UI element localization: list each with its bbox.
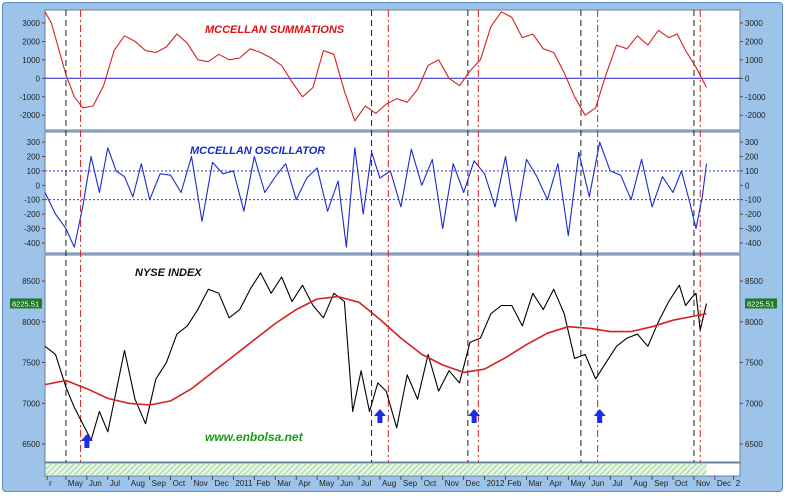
month-label-0: r	[49, 479, 52, 488]
y-tick-label-left: 1000	[22, 56, 40, 65]
month-label-8: Dec	[214, 479, 228, 488]
y-tick-label-left: 7500	[22, 359, 40, 368]
month-label-7: Nov	[194, 479, 208, 488]
month-label-27: Jul	[612, 479, 622, 488]
y-tick-label-right: 1000	[745, 56, 763, 65]
y-tick-label-left: 0	[36, 74, 41, 83]
month-label-30: Oct	[675, 479, 688, 488]
y-tick-label-left: 0	[36, 181, 41, 190]
y-tick-label-right: 0	[745, 74, 750, 83]
y-tick-label-left: -400	[24, 239, 41, 248]
y-tick-label-left: 100	[27, 167, 41, 176]
month-label-18: Oct	[424, 479, 437, 488]
month-label-2: Jun	[89, 479, 102, 488]
month-label-1: May	[68, 479, 83, 488]
y-tick-label-left: -2000	[20, 111, 41, 120]
y-tick-label-left: 6500	[22, 440, 40, 449]
oscillator-title: MCCELLAN OSCILLATOR	[190, 145, 325, 157]
month-label-26: Jun	[591, 479, 604, 488]
month-label-22: Feb	[508, 479, 522, 488]
y-tick-label-left: 8500	[22, 277, 40, 286]
month-label-14: Jun	[340, 479, 353, 488]
month-label-5: Sep	[152, 479, 167, 488]
y-tick-label-left: 200	[27, 152, 41, 161]
buy-arrow-shaft	[84, 440, 90, 448]
panel-1-plot-area	[44, 9, 741, 131]
y-tick-label-right: -2000	[745, 111, 766, 120]
buy-arrow-head	[373, 409, 386, 416]
last-value-badge-left	[10, 298, 42, 309]
month-label-19: Nov	[445, 479, 459, 488]
month-label-4: Aug	[131, 479, 145, 488]
month-label-23: Mar	[528, 479, 542, 488]
month-label-29: Sep	[654, 479, 669, 488]
y-tick-label-right: 100	[745, 167, 759, 176]
y-tick-label-right: 2000	[745, 37, 763, 46]
month-label-31: Nov	[696, 479, 710, 488]
month-label-24: Apr	[549, 479, 562, 488]
series-line-panel-3-2	[44, 295, 707, 406]
nyse-title: NYSE INDEX	[135, 267, 202, 279]
y-tick-label-left: -100	[24, 196, 41, 205]
y-tick-label-right: 7000	[745, 399, 763, 408]
y-tick-label-left: 300	[27, 138, 41, 147]
month-label-13: May	[319, 479, 334, 488]
y-tick-label-right: 0	[745, 181, 750, 190]
y-tick-label-right: -400	[745, 239, 762, 248]
buy-arrow-head	[593, 409, 606, 416]
y-tick-label-left: 3000	[22, 19, 40, 28]
series-line-panel-3-1	[44, 272, 708, 441]
buy-arrow-shaft	[597, 415, 603, 423]
y-tick-label-right: 8000	[745, 318, 763, 327]
month-label-17: Sep	[403, 479, 418, 488]
y-tick-label-right: 3000	[745, 19, 763, 28]
last-value-right: 8225.51	[747, 299, 774, 308]
month-label-15: Jul	[361, 479, 371, 488]
month-label-11: Mar	[277, 479, 291, 488]
panel-2-plot-area	[44, 131, 741, 254]
date-axis-hatch	[46, 464, 707, 475]
month-label-25: May	[570, 479, 585, 488]
month-label-32: Dec	[717, 479, 731, 488]
month-label-33: 2	[736, 479, 741, 488]
buy-arrow-head	[80, 434, 93, 441]
month-label-9: 2011	[235, 479, 253, 488]
month-label-28: Aug	[633, 479, 647, 488]
buy-arrow-shaft	[377, 415, 383, 423]
y-tick-label-right: -100	[745, 196, 762, 205]
month-label-21: 2012	[487, 479, 505, 488]
y-tick-label-right: -1000	[745, 93, 766, 102]
y-tick-label-left: 2000	[22, 37, 40, 46]
y-tick-label-left: -1000	[20, 93, 41, 102]
month-label-20: Dec	[466, 479, 480, 488]
y-tick-label-right: 8500	[745, 277, 763, 286]
series-line-panel-2-1	[44, 141, 708, 248]
y-tick-label-left: -300	[24, 225, 41, 234]
last-value-badge-right	[745, 298, 777, 309]
panel-3-plot-area	[44, 254, 741, 463]
y-tick-label-left: 7000	[22, 399, 40, 408]
y-tick-label-right: 7500	[745, 359, 763, 368]
y-tick-label-right: 6500	[745, 440, 763, 449]
month-label-6: Oct	[173, 479, 186, 488]
y-tick-label-right: 300	[745, 138, 759, 147]
month-label-10: Feb	[256, 479, 270, 488]
y-tick-label-right: -200	[745, 210, 762, 219]
summation-title: MCCELLAN SUMMATIONS	[205, 24, 345, 36]
y-tick-label-left: 8000	[22, 318, 40, 327]
last-value-left: 8225.51	[12, 299, 39, 308]
series-line-panel-1-1	[44, 11, 707, 122]
month-label-12: Apr	[298, 479, 311, 488]
watermark-text: www.enbolsa.net	[205, 430, 304, 444]
month-label-16: Aug	[382, 479, 396, 488]
y-tick-label-right: -300	[745, 225, 762, 234]
buy-arrow-head	[468, 409, 481, 416]
buy-arrow-shaft	[471, 415, 477, 423]
month-label-3: Jul	[110, 479, 120, 488]
y-tick-label-right: 200	[745, 152, 759, 161]
y-tick-label-left: -200	[24, 210, 41, 219]
